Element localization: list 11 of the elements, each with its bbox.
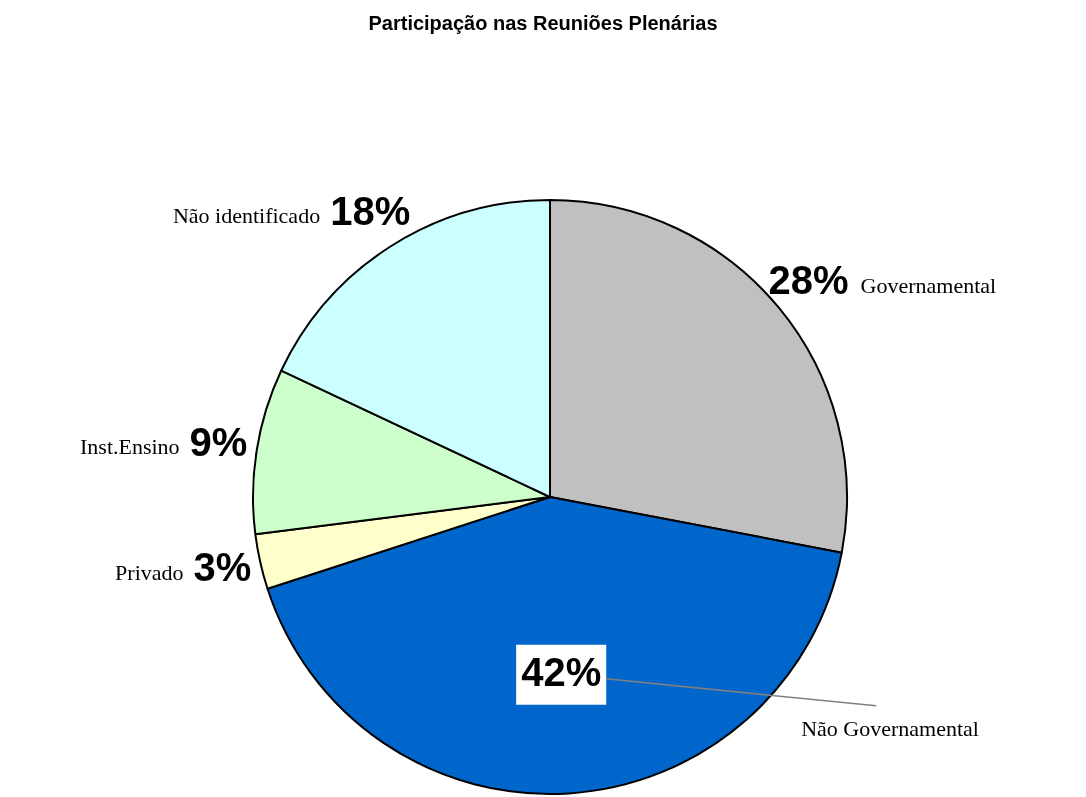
data-label: 18% [330,188,411,233]
slice-label: Governamental [860,272,997,298]
slice-label: Não identificado [172,203,321,229]
chart-title: Participação nas Reuniões Plenárias [367,12,719,35]
data-label: 28% [768,258,849,303]
data-label: 42% [521,649,602,694]
slice-label: Inst.Ensino [79,434,180,460]
data-label: 9% [189,419,248,464]
slice-label: Não Governamental [801,715,979,741]
data-label: 3% [193,545,252,590]
slice-label: Privado [115,559,184,585]
